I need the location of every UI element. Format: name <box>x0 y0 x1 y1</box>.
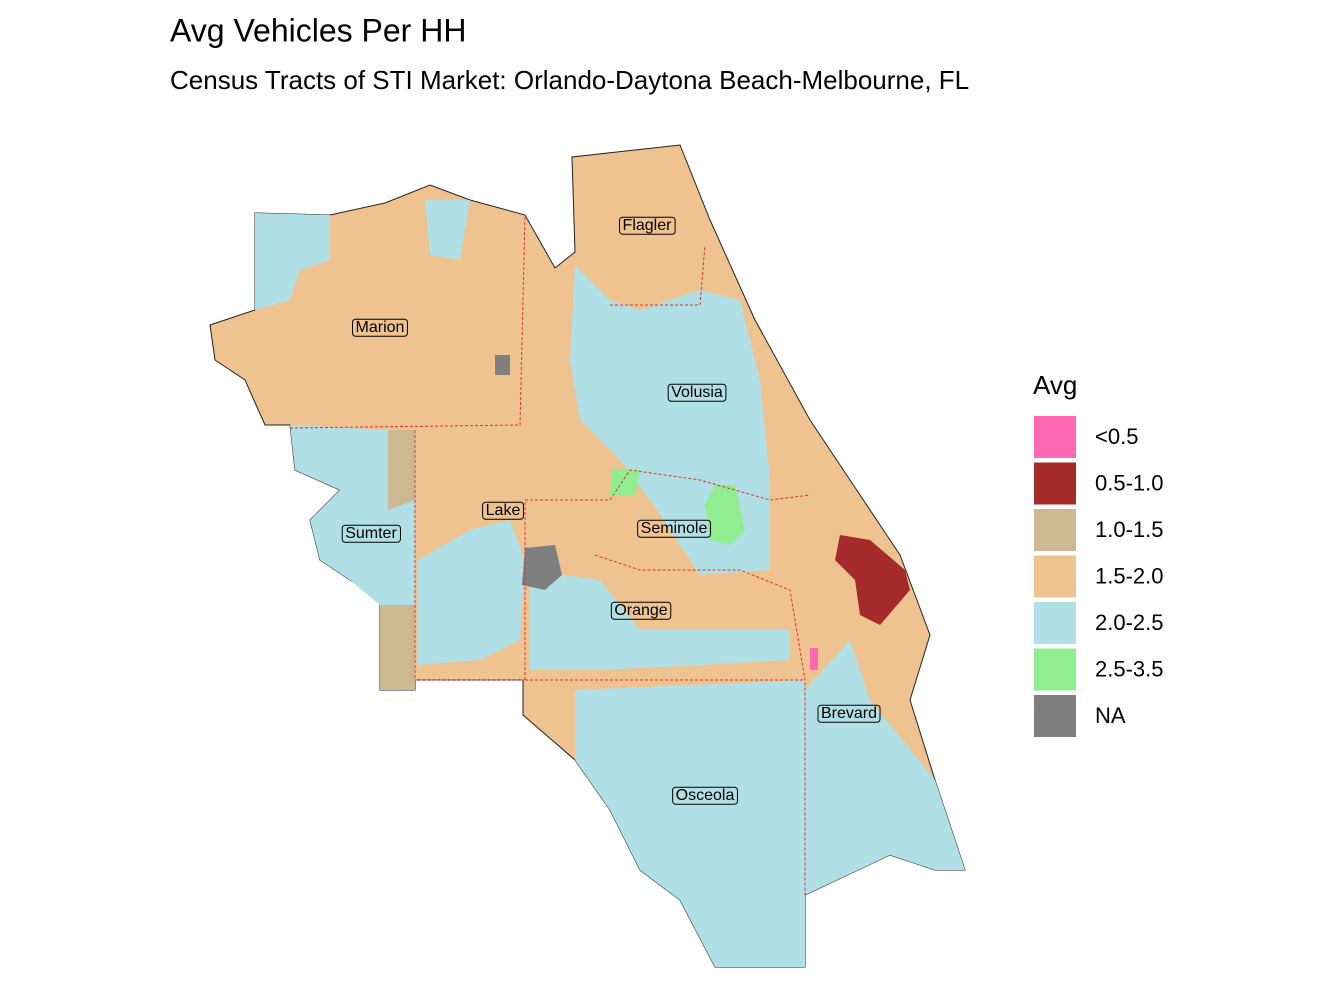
county-border <box>289 214 526 429</box>
region <box>425 200 470 260</box>
region <box>418 520 525 665</box>
legend: <0.5 0.5-1.0 1.0-1.5 1.5-2.0 2.0-2.5 2.5-3.5 N… <box>1034 416 1164 737</box>
legend-title: Avg <box>1033 370 1077 400</box>
label-box <box>482 501 524 520</box>
county-label: Orange <box>614 602 667 619</box>
map <box>209 144 966 968</box>
county-label: Volusia <box>671 384 723 401</box>
legend-label: 0.5-1.0 <box>1095 470 1164 495</box>
legend-swatch <box>1034 416 1076 458</box>
label-box <box>637 519 711 538</box>
label-box <box>352 318 408 337</box>
legend-swatch <box>1034 462 1076 505</box>
region <box>530 570 790 670</box>
county-label: Lake <box>486 502 521 519</box>
region <box>522 545 562 590</box>
title: Avg Vehicles Per HH <box>170 12 466 48</box>
legend-swatch <box>1034 695 1076 737</box>
label-box <box>619 216 676 235</box>
county-label: Flagler <box>623 217 673 234</box>
region <box>495 355 510 375</box>
legend-label: 1.0-1.5 <box>1095 517 1164 542</box>
county-labels: Flagler Marion Volusia Lake Seminole Sum… <box>341 216 881 805</box>
label-box <box>610 601 672 620</box>
region <box>810 648 818 670</box>
county-label: Marion <box>356 319 405 336</box>
legend-label: 2.5-3.5 <box>1095 656 1164 681</box>
county-border <box>524 469 811 680</box>
region <box>380 605 415 690</box>
region <box>805 640 965 895</box>
legend-label: NA <box>1095 703 1126 728</box>
county-label: Seminole <box>641 520 708 537</box>
label-box <box>817 704 881 723</box>
county-border <box>414 430 523 681</box>
county-label: Brevard <box>821 705 877 722</box>
label-box <box>672 786 738 805</box>
county-label: Osceola <box>676 787 735 804</box>
legend-swatch <box>1034 555 1076 598</box>
region <box>255 213 330 310</box>
legend-swatch <box>1034 509 1076 551</box>
region <box>610 470 640 495</box>
county-label: Sumter <box>345 525 397 542</box>
legend-swatch <box>1034 648 1076 691</box>
county-border <box>610 244 706 306</box>
label-box <box>667 383 727 402</box>
legend-label: <0.5 <box>1095 424 1138 449</box>
region <box>835 535 910 625</box>
region <box>575 680 805 967</box>
legend-label: 2.0-2.5 <box>1095 610 1164 635</box>
legend-label: 1.5-2.0 <box>1095 563 1164 588</box>
subtitle: Census Tracts of STI Market: Orlando-Day… <box>170 65 969 95</box>
region <box>388 430 415 510</box>
region <box>705 485 745 545</box>
legend-swatch <box>1034 602 1076 644</box>
region <box>290 425 415 605</box>
label-box <box>341 524 401 543</box>
